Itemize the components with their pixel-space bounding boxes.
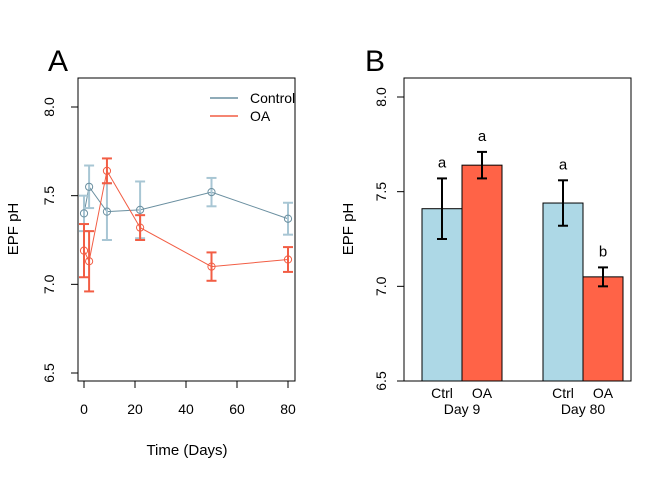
panel-a-legend: Control OA <box>210 90 295 124</box>
series-oa-point <box>283 255 293 264</box>
series-oa-point <box>207 262 216 271</box>
panel-a-y-tick-label: 7.5 <box>41 186 57 206</box>
series-control-error-bar <box>283 201 293 236</box>
panel-a: A 0 20 40 60 80 6.5 7.0 7.5 8.0 Time (Days) EPF … <box>5 45 296 459</box>
panel-a-x-tick-label: 40 <box>178 401 194 417</box>
series-oa-error-bar <box>283 246 293 273</box>
significance-label: a <box>478 128 487 145</box>
series-control-line <box>83 185 289 220</box>
group-label: Day 80 <box>561 401 606 417</box>
panel-a-letter: A <box>48 45 68 78</box>
series-oa-error-bar <box>101 157 112 185</box>
legend-label-oa: OA <box>250 108 271 124</box>
series-oa-point <box>85 257 94 266</box>
series-control-point <box>79 209 89 218</box>
bar-oa <box>582 276 624 382</box>
panel-a-y-tick-label: 6.5 <box>41 363 57 383</box>
bar-ctrl <box>542 202 584 382</box>
series-oa-error-bar <box>79 223 89 279</box>
panel-a-x-tick-label: 80 <box>280 401 296 417</box>
panel-a-x-tick-label: 60 <box>229 401 245 417</box>
series-control-point <box>85 182 94 191</box>
bar-category-label: OA <box>472 385 493 401</box>
significance-label: a <box>438 154 447 171</box>
series-oa-error-bar <box>84 230 95 293</box>
bar-category-label: Ctrl <box>552 385 574 401</box>
panel-a-x-tick-label: 0 <box>80 401 88 417</box>
panel-b-y-tick-label: 7.0 <box>373 276 389 296</box>
panel-a-y-tick-label: 7.0 <box>41 274 57 294</box>
panel-b-y-tick-label: 6.5 <box>373 371 389 391</box>
series-oa-point <box>102 166 112 175</box>
series-control-point <box>283 214 293 223</box>
panel-a-ylabel: EPF pH <box>5 203 22 256</box>
series-control-point <box>136 205 145 214</box>
panel-b-letter: B <box>365 45 385 78</box>
series-control-error-bar <box>84 164 95 210</box>
significance-label: a <box>559 156 568 173</box>
panel-b-axes: 6.5 7.0 7.5 8.0 <box>373 87 405 391</box>
panel-a-xlabel: Time (Days) <box>146 442 227 459</box>
series-oa-error-bar <box>206 251 217 282</box>
series-control-error-bar <box>206 176 217 208</box>
series-oa-point <box>79 246 89 255</box>
series-control-point <box>207 188 216 197</box>
panel-b-y-tick-label: 8.0 <box>373 87 389 107</box>
panel-a-axes: 0 20 40 60 80 6.5 7.0 7.5 8.0 <box>41 97 296 417</box>
bar-category-label: OA <box>593 385 614 401</box>
panel-b-y-tick-label: 7.5 <box>373 182 389 202</box>
legend-label-control: Control <box>250 90 295 106</box>
series-oa-line <box>83 169 289 268</box>
panel-a-series <box>79 157 293 293</box>
bar-oa <box>461 164 503 382</box>
panel-b-ylabel: EPF pH <box>340 203 357 256</box>
series-oa-error-bar <box>135 214 146 241</box>
series-control-point <box>102 207 112 216</box>
significance-label: b <box>599 243 607 260</box>
bar-category-label: Ctrl <box>431 385 453 401</box>
panel-a-x-tick-label: 20 <box>127 401 143 417</box>
series-oa-point <box>136 223 145 232</box>
group-label: Day 9 <box>444 401 481 417</box>
panel-a-y-tick-label: 8.0 <box>41 97 57 117</box>
